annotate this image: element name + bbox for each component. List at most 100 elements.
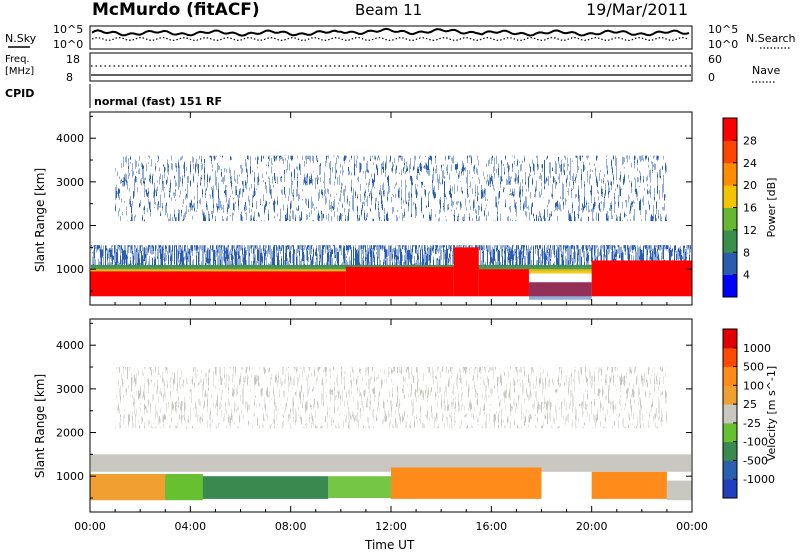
velocity-colorbar: 1000 500 100 25 -25 -100 -500 -1000 Velocity [m … <box>722 328 778 499</box>
colorbar-swatch <box>723 385 737 405</box>
colorbar-label: Velocity [m s^-1] <box>765 366 778 461</box>
velocity-end-gray <box>666 480 692 501</box>
colorbar-swatch <box>723 118 737 141</box>
colorbar-tick-label: 1000 <box>743 342 771 355</box>
nsky-trace <box>91 27 690 37</box>
velocity-heatmap <box>90 367 692 501</box>
colorbar-frame <box>722 328 738 499</box>
power-ylabel: Slant Range [km] <box>33 168 47 272</box>
x-tick-label: 00:00 <box>676 520 708 533</box>
colorbar-swatch <box>723 404 737 424</box>
y-tick-label: 3000 <box>56 383 84 396</box>
x-tick-label: 08:00 <box>275 520 307 533</box>
velocity-y-axis: 1000 2000 3000 4000 <box>56 322 692 499</box>
noise-traces <box>91 27 690 42</box>
y-tick-label: 1000 <box>56 263 84 276</box>
velocity-ylabel: Slant Range [km] <box>33 374 47 478</box>
power-far-range-patch <box>115 155 667 222</box>
velocity-negative-flow <box>391 467 542 499</box>
freq-unit-label: [MHz] <box>5 66 34 77</box>
x-axis-label: Time UT <box>364 538 415 552</box>
colorbar-swatch <box>723 207 737 231</box>
velocity-far-range-patch <box>115 367 667 429</box>
freq-tick-top: 18 <box>66 53 80 66</box>
freq-label: Freq. <box>5 54 30 65</box>
colorbar-swatch <box>723 229 737 253</box>
x-tick-label: 16:00 <box>475 520 507 533</box>
colorbar-tick-label: -500 <box>743 454 768 467</box>
noise-tick-left-bottom: 10^0 <box>53 38 83 51</box>
colorbar-tick-label: 4 <box>743 269 750 282</box>
colorbar-swatch <box>723 185 737 208</box>
power-upper-band <box>91 245 691 268</box>
power-heatmap <box>90 155 692 300</box>
y-tick-label: 4000 <box>56 339 84 352</box>
nsky-label: N.Sky <box>5 32 37 45</box>
power-main-band <box>591 260 692 297</box>
nave-tick-top: 60 <box>708 53 722 66</box>
noise-tick-left-top: 10^5 <box>53 23 83 36</box>
colorbar-swatch <box>723 460 737 480</box>
colorbar-swatch <box>723 274 737 298</box>
colorbar-swatch <box>723 347 737 368</box>
noise-tick-right-top: 10^5 <box>708 23 738 36</box>
colorbar-tick-label: -1000 <box>743 473 775 486</box>
noise-tick-right-bottom: 10^0 <box>708 38 738 51</box>
colorbar-tick-label: -100 <box>743 436 768 449</box>
colorbar-tick-label: 12 <box>743 224 757 237</box>
velocity-late-negative-flow <box>591 471 667 499</box>
x-tick-label: 04:00 <box>174 520 206 533</box>
x-tick-label: 20:00 <box>576 520 608 533</box>
time-axis: 00:00 04:00 08:00 12:00 16:00 20:00 00:00 <box>74 112 708 533</box>
colorbar-swatch <box>723 479 737 499</box>
colorbar-tick-label: 100 <box>743 379 764 392</box>
colorbar-swatch <box>723 252 737 276</box>
colorbar-label: Power [dB] <box>765 178 778 238</box>
cpid-value: normal (fast) 151 RF <box>94 95 222 108</box>
y-tick-label: 4000 <box>56 132 84 145</box>
power-y-axis: 1000 2000 3000 4000 <box>56 115 692 292</box>
y-tick-label: 1000 <box>56 470 84 483</box>
nave-tick-bottom: 0 <box>708 71 715 84</box>
velocity-early-orange <box>90 474 166 501</box>
station-title: McMurdo (fitACF) <box>92 0 260 20</box>
colorbar-tick-label: 500 <box>743 361 764 374</box>
power-main-band <box>90 271 346 297</box>
beam-label: Beam 11 <box>355 1 422 19</box>
colorbar-swatch <box>723 366 737 386</box>
colorbar-tick-label: -25 <box>743 417 761 430</box>
colorbar-tick-label: 8 <box>743 246 750 259</box>
colorbar-tick-label: 20 <box>743 179 757 192</box>
velocity-light-green-edge <box>165 474 203 501</box>
colorbar-tick-label: 24 <box>743 157 757 170</box>
colorbar-tick-label: 25 <box>743 398 757 411</box>
power-gap-sparse <box>528 282 592 300</box>
colorbar-swatch <box>723 162 737 186</box>
velocity-mixed-flow <box>328 476 391 499</box>
power-main-band <box>453 247 479 297</box>
y-tick-label: 2000 <box>56 220 84 233</box>
power-main-band <box>345 267 454 297</box>
power-colorbar: 4 8 12 16 20 24 28 Power [dB] <box>722 117 778 298</box>
nsearch-trace <box>91 36 690 42</box>
freq-panel <box>89 52 693 82</box>
colorbar-swatch <box>723 422 737 443</box>
colorbar-swatch <box>723 329 737 349</box>
date-label: 19/Mar/2011 <box>586 0 688 19</box>
y-tick-label: 2000 <box>56 427 84 440</box>
nave-label: Nave <box>752 64 780 77</box>
noise-panel <box>89 25 693 50</box>
colorbar-tick-label: 16 <box>743 202 757 215</box>
y-tick-label: 3000 <box>56 176 84 189</box>
x-tick-label: 00:00 <box>74 520 106 533</box>
cpid-label: CPID <box>5 87 34 100</box>
colorbar-tick-label: 28 <box>743 134 757 147</box>
nsearch-label: N.Search <box>746 32 796 45</box>
freq-tick-bottom: 8 <box>66 71 73 84</box>
velocity-positive-flow <box>165 476 329 499</box>
x-tick-label: 12:00 <box>375 520 407 533</box>
colorbar-swatch <box>723 441 737 461</box>
power-main-band <box>478 269 529 297</box>
colorbar-swatch <box>723 140 737 164</box>
